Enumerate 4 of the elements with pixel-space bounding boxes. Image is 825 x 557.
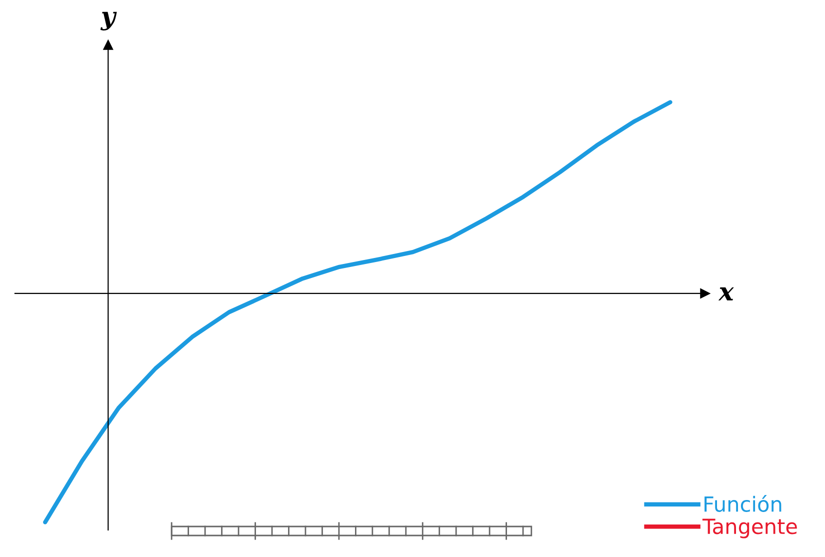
legend-label: Tangente: [702, 518, 797, 538]
x-axis-title: x: [718, 287, 734, 300]
y-axis-title: y: [100, 12, 117, 30]
legend-label: Función: [704, 495, 782, 512]
